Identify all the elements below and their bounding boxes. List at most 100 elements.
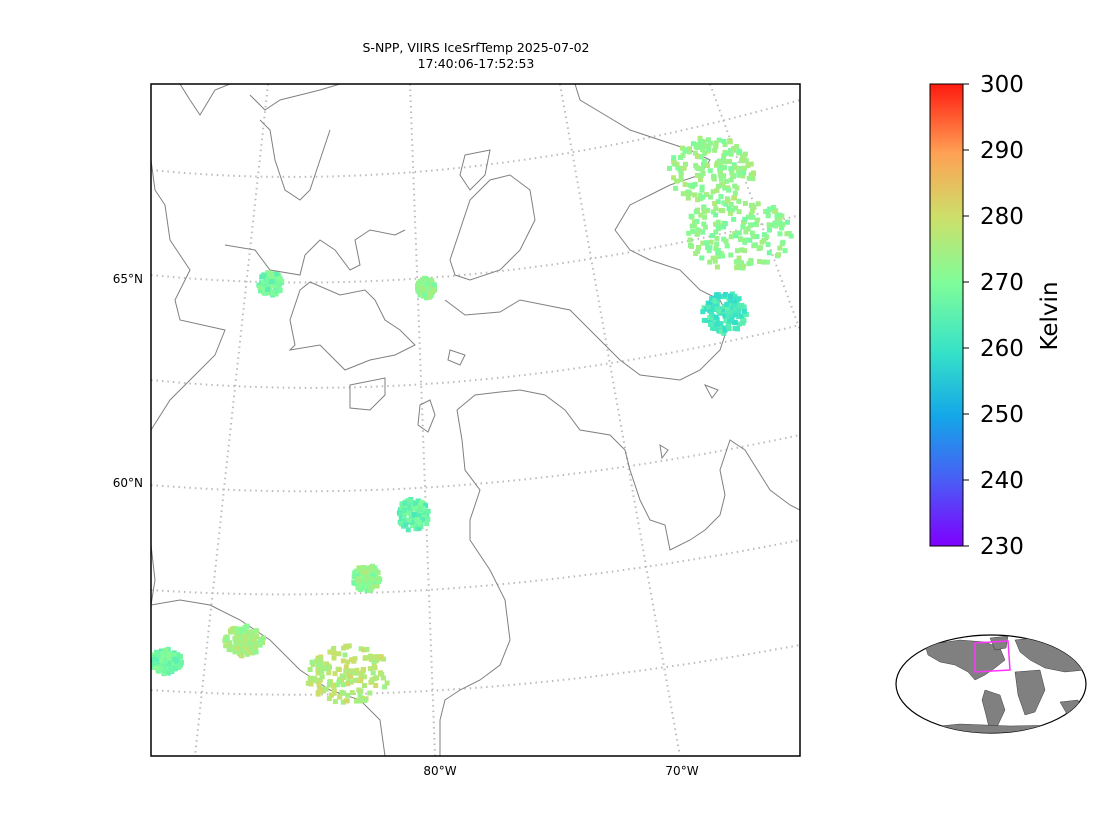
temperature-pixel [370, 572, 376, 578]
temperature-pixel [162, 659, 168, 664]
temperature-pixel [723, 159, 729, 165]
temperature-pixel [687, 190, 693, 196]
temperature-pixel [727, 210, 733, 216]
temperature-pixel [412, 500, 418, 506]
temperature-pixel [707, 259, 713, 265]
temperature-pixel [683, 161, 688, 167]
temperature-pixel [737, 149, 743, 155]
temperature-pixel [746, 175, 752, 181]
temperature-pixel [378, 654, 384, 660]
temperature-pixel [732, 312, 738, 318]
temperature-pixel [749, 208, 755, 214]
temperature-pixel [714, 187, 720, 193]
temperature-pixel [687, 149, 692, 155]
temperature-pixel [282, 770, 287, 775]
temperature-pixel [332, 671, 338, 677]
temperature-pixel [736, 169, 742, 175]
temperature-pixel [224, 636, 230, 642]
inset-continent-greenland [989, 635, 1009, 651]
temperature-pixel [373, 683, 379, 688]
temperature-pixel [276, 774, 281, 779]
temperature-pixel [279, 782, 284, 787]
temperature-pixel [753, 221, 759, 227]
temperature-pixel [701, 162, 706, 167]
temperature-pixel [722, 221, 728, 227]
map-panel [151, 84, 800, 790]
temperature-pixel [720, 181, 726, 187]
temperature-pixel [720, 309, 726, 315]
temperature-pixel [332, 699, 338, 705]
temperature-pixel [418, 279, 424, 285]
temperature-pixel [373, 568, 379, 574]
temperature-pixel [356, 581, 362, 586]
temperature-pixel [281, 785, 286, 790]
temperature-pixel [733, 233, 739, 239]
temperature-pixel [265, 270, 271, 276]
temperature-pixel [265, 287, 270, 293]
temperature-pixel [736, 307, 742, 313]
temperature-pixel [269, 279, 275, 285]
temperature-pixel [407, 498, 413, 504]
temperature-pixel [256, 641, 262, 647]
temperature-pixel [380, 675, 386, 681]
temperature-pixel [718, 176, 724, 182]
temperature-pixel [776, 212, 782, 218]
temperature-pixel [788, 233, 794, 239]
temperature-pixel [777, 231, 783, 237]
temperature-pixel [228, 629, 234, 635]
temperature-pixel [286, 781, 291, 786]
temperature-pixel [698, 212, 704, 218]
temperature-pixel [270, 290, 276, 296]
temperature-pixel [278, 771, 283, 776]
temperature-pixel [346, 643, 352, 649]
temperature-pixel [755, 201, 761, 207]
temperature-pixel [406, 517, 412, 523]
temperature-pixel [417, 507, 423, 512]
temperature-pixel [732, 319, 738, 325]
temperature-pixel [261, 285, 267, 291]
temperature-pixel [732, 326, 738, 331]
temperature-pixel [734, 265, 740, 271]
temperature-pixel [175, 652, 181, 658]
temperature-pixel [340, 658, 346, 664]
temperature-pixel [742, 200, 748, 206]
temperature-pixel [692, 192, 697, 198]
temperature-pixel [697, 177, 703, 183]
temperature-pixel [714, 264, 720, 270]
temperature-pixel [356, 687, 362, 693]
temperature-pixel [233, 639, 239, 644]
temperature-pixel [707, 308, 713, 314]
temperature-pixel [416, 512, 421, 518]
temperature-pixel [285, 780, 290, 785]
temperature-pixel [708, 322, 714, 327]
temperature-pixel [366, 565, 372, 571]
temperature-pixel [733, 205, 738, 211]
temperature-pixel [749, 230, 755, 236]
coastline [259, 119, 331, 201]
temperature-pixel [278, 784, 283, 789]
temperature-pixel [784, 231, 790, 237]
temperature-pixel [724, 308, 730, 314]
temperature-pixels [151, 135, 794, 790]
temperature-pixel [742, 165, 748, 171]
temperature-pixel [342, 652, 348, 658]
temperature-pixel [694, 219, 700, 224]
temperature-pixel [721, 200, 727, 206]
temperature-pixel [286, 779, 291, 784]
temperature-pixel [327, 679, 333, 685]
temperature-pixel [337, 694, 343, 700]
temperature-pixel [242, 634, 248, 640]
parallel-line [151, 434, 800, 493]
temperature-pixel [709, 233, 715, 239]
temperature-pixel [327, 649, 333, 655]
temperature-pixel [372, 565, 378, 571]
temperature-pixel [368, 657, 374, 662]
temperature-pixel [673, 185, 679, 191]
temperature-pixel [704, 318, 710, 323]
temperature-pixel [777, 216, 783, 222]
temperature-pixel [284, 776, 289, 781]
temperature-pixel [279, 776, 284, 781]
meridian-line [194, 84, 269, 756]
temperature-pixel [694, 165, 700, 171]
temperature-pixel [372, 665, 378, 671]
